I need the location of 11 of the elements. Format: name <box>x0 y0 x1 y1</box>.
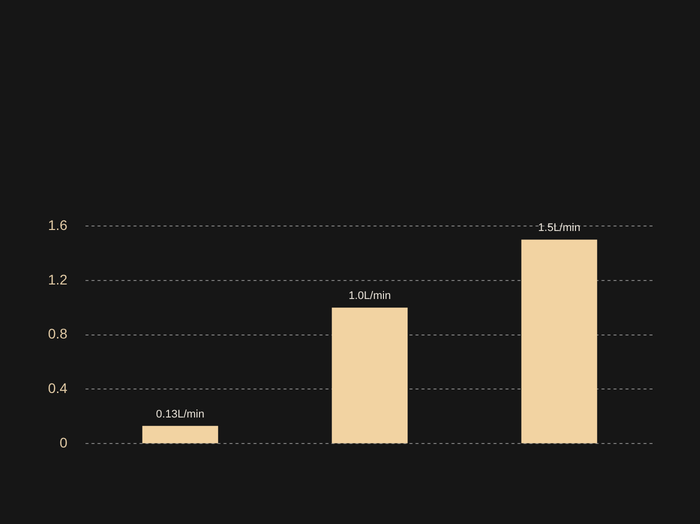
data-label: 1.5L/min <box>538 222 580 234</box>
y-tick-label: 0.4 <box>48 380 68 396</box>
y-tick-label: 0 <box>60 434 68 450</box>
data-label: 1.0L/min <box>348 290 391 302</box>
bar <box>142 426 218 444</box>
y-tick-label: 1.2 <box>48 271 68 288</box>
data-label: 0.13L/min <box>156 408 204 420</box>
bar <box>332 308 408 444</box>
y-tick-label: 1.6 <box>48 216 68 233</box>
bar <box>521 240 598 444</box>
y-tick-label: 0.8 <box>48 326 68 342</box>
